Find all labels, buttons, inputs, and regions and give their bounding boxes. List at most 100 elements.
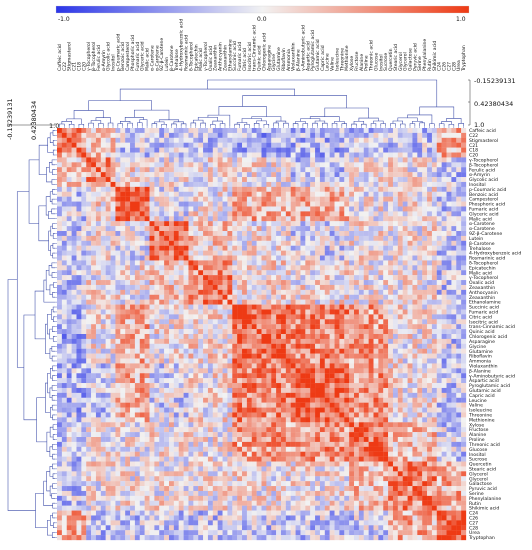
heatmap-cell bbox=[339, 235, 345, 241]
heatmap-cell bbox=[295, 343, 301, 349]
heatmap-cell bbox=[436, 363, 442, 369]
heatmap-cell bbox=[222, 128, 228, 134]
heatmap-cell bbox=[251, 265, 257, 271]
heatmap-cell bbox=[397, 402, 403, 408]
heatmap-cell bbox=[203, 358, 209, 364]
heatmap-cell bbox=[319, 226, 325, 232]
heatmap-cell bbox=[388, 211, 394, 217]
heatmap-cell bbox=[417, 231, 423, 237]
heatmap-cell bbox=[242, 206, 248, 212]
heatmap-cell bbox=[164, 275, 170, 281]
heatmap-cell bbox=[397, 240, 403, 246]
heatmap-cell bbox=[368, 235, 374, 241]
heatmap-cell bbox=[402, 191, 408, 197]
heatmap-cell bbox=[388, 132, 394, 138]
heatmap-cell bbox=[139, 177, 145, 183]
heatmap-cell bbox=[105, 245, 111, 251]
heatmap-cell bbox=[319, 137, 325, 143]
heatmap-cell bbox=[105, 167, 111, 173]
heatmap-cell bbox=[95, 309, 101, 315]
heatmap-cell bbox=[57, 250, 63, 256]
heatmap-cell bbox=[334, 162, 340, 168]
heatmap-cell bbox=[149, 314, 155, 320]
heatmap-cell bbox=[134, 172, 140, 178]
heatmap-cell bbox=[261, 397, 267, 403]
heatmap-cell bbox=[397, 245, 403, 251]
heatmap-cell bbox=[164, 128, 170, 134]
heatmap-cell bbox=[324, 280, 330, 286]
heatmap-cell bbox=[334, 191, 340, 197]
heatmap-cell bbox=[139, 147, 145, 153]
heatmap-cell bbox=[57, 353, 63, 359]
heatmap-cell bbox=[105, 280, 111, 286]
heatmap-cell bbox=[86, 319, 92, 325]
heatmap-cell bbox=[417, 368, 423, 374]
heatmap-cell bbox=[436, 132, 442, 138]
heatmap-cell bbox=[227, 231, 233, 237]
heatmap-cell bbox=[188, 383, 194, 389]
heatmap-cell bbox=[120, 417, 126, 423]
heatmap-cell bbox=[344, 299, 350, 305]
heatmap-cell bbox=[363, 250, 369, 256]
heatmap-cell bbox=[305, 294, 311, 300]
heatmap-cell bbox=[378, 284, 384, 290]
heatmap-cell bbox=[358, 167, 364, 173]
heatmap-cell bbox=[237, 152, 243, 158]
heatmap-cell bbox=[198, 378, 204, 384]
heatmap-cell bbox=[115, 363, 121, 369]
heatmap-cell bbox=[81, 270, 87, 276]
heatmap-cell bbox=[436, 142, 442, 148]
heatmap-cell bbox=[441, 206, 447, 212]
heatmap-cell bbox=[91, 407, 97, 413]
heatmap-cell bbox=[305, 358, 311, 364]
heatmap-cell bbox=[285, 221, 291, 227]
heatmap-cell bbox=[431, 392, 437, 398]
heatmap-cell bbox=[256, 235, 262, 241]
heatmap-cell bbox=[441, 373, 447, 379]
heatmap-cell bbox=[402, 314, 408, 320]
heatmap-cell bbox=[461, 334, 467, 340]
heatmap-cell bbox=[91, 334, 97, 340]
heatmap-cell bbox=[271, 172, 277, 178]
heatmap-cell bbox=[266, 334, 272, 340]
heatmap-cell bbox=[310, 314, 316, 320]
heatmap-cell bbox=[227, 245, 233, 251]
heatmap-cell bbox=[461, 378, 467, 384]
heatmap-cell bbox=[456, 255, 462, 261]
heatmap-cell bbox=[217, 186, 223, 192]
heatmap-cell bbox=[207, 324, 213, 330]
heatmap-cell bbox=[57, 280, 63, 286]
heatmap-cell bbox=[61, 216, 67, 222]
heatmap-cell bbox=[431, 206, 437, 212]
heatmap-cell bbox=[115, 314, 121, 320]
heatmap-cell bbox=[276, 304, 282, 310]
heatmap-cell bbox=[388, 402, 394, 408]
heatmap-cell bbox=[285, 270, 291, 276]
heatmap-cell bbox=[193, 255, 199, 261]
heatmap-cell bbox=[368, 304, 374, 310]
heatmap-cell bbox=[436, 260, 442, 266]
heatmap-cell bbox=[207, 348, 213, 354]
heatmap-cell bbox=[110, 392, 116, 398]
heatmap-cell bbox=[441, 221, 447, 227]
heatmap-cell bbox=[95, 368, 101, 374]
heatmap-cell bbox=[305, 137, 311, 143]
heatmap-cell bbox=[441, 167, 447, 173]
heatmap-cell bbox=[280, 270, 286, 276]
heatmap-cell bbox=[154, 245, 160, 251]
heatmap-cell bbox=[173, 392, 179, 398]
heatmap-cell bbox=[203, 157, 209, 163]
heatmap-cell bbox=[227, 162, 233, 168]
heatmap-cell bbox=[227, 373, 233, 379]
heatmap-cell bbox=[173, 270, 179, 276]
heatmap-cell bbox=[324, 402, 330, 408]
heatmap-cell bbox=[446, 368, 452, 374]
heatmap-cell bbox=[373, 289, 379, 295]
heatmap-cell bbox=[358, 260, 364, 266]
heatmap-cell bbox=[95, 240, 101, 246]
heatmap-cell bbox=[373, 132, 379, 138]
heatmap-cell bbox=[285, 378, 291, 384]
heatmap-cell bbox=[300, 402, 306, 408]
heatmap-cell bbox=[354, 157, 360, 163]
heatmap-cell bbox=[66, 343, 72, 349]
